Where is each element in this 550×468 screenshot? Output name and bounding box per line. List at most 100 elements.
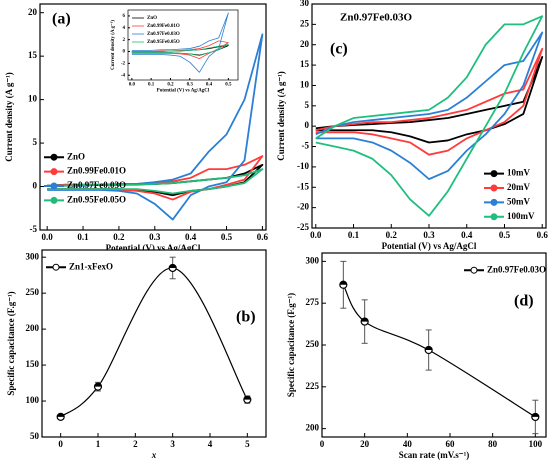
x-tick-label: 0.4 — [206, 83, 213, 88]
x-tick-label: 0.5 — [499, 230, 511, 240]
legend-label: Zn0.97Fe0.03O — [147, 32, 180, 37]
y-tick-label: 20 — [300, 39, 310, 49]
x-tick-label: 5 — [245, 439, 250, 449]
legend-label: 20mV — [507, 182, 530, 192]
x-axis-label: Potential (V) vs Ag/AgCl — [157, 89, 210, 94]
data-point-half — [57, 413, 65, 417]
y-tick-label: 10 — [300, 80, 310, 90]
y-tick-label: 0 — [33, 181, 38, 191]
legend-marker — [52, 263, 60, 271]
plot-frame — [321, 252, 547, 438]
x-tick-label: 0.4 — [185, 232, 197, 242]
y-tick-label: 2 — [123, 38, 126, 43]
chart-title: Zn0.97Fe0.03O — [340, 12, 413, 24]
legend-label: Zn0.97Fe0.03O — [487, 264, 546, 274]
x-tick-label: 0.5 — [221, 232, 233, 242]
legend-marker — [490, 184, 498, 192]
y-tick-label: 4 — [123, 26, 126, 31]
y-tick-label: 10 — [28, 94, 38, 104]
fit-curve — [60, 267, 248, 418]
x-tick-label: 60 — [446, 439, 456, 449]
x-tick-label: 0.0 — [310, 230, 322, 240]
data-point-half — [425, 346, 433, 351]
x-tick-label: 0.0 — [42, 232, 54, 242]
legend-label: Zn0.99Fe0.01O — [147, 24, 180, 29]
x-tick-label: 0.3 — [423, 230, 435, 240]
y-tick-label: 30 — [300, 0, 310, 8]
panel: 0.0 0.1 0.2 0.3 0.4 0.5 0.6 -25 -20 -15 -10 -5 0 5 10 1… — [276, 0, 548, 251]
legend-marker — [490, 213, 498, 221]
x-tick-label: 40 — [403, 439, 413, 449]
legend-marker — [50, 182, 58, 190]
y-tick-label: 200 — [306, 423, 320, 433]
x-tick-label: 2 — [133, 439, 138, 449]
x-tick-label: 0.3 — [149, 232, 161, 242]
legend-marker — [470, 266, 478, 274]
data-point-half — [531, 413, 539, 417]
x-tick-label: 3 — [170, 439, 175, 449]
cv-curve — [131, 12, 229, 73]
x-tick-label: 0.2 — [386, 230, 398, 240]
legend-label: ZnO — [147, 16, 157, 21]
y-tick-label: 0 — [305, 120, 310, 130]
y-tick-label: 15 — [300, 59, 310, 69]
plot-area — [315, 15, 544, 217]
x-tick-label: 0.0 — [129, 83, 136, 88]
legend-label: ZnO — [67, 151, 85, 161]
y-tick-label: -5 — [30, 224, 38, 234]
y-tick-label: -4 — [121, 73, 126, 78]
x-axis-label: Potential (V) vs Ag/AgCl — [382, 241, 477, 251]
y-tick-label: -15 — [297, 181, 309, 191]
legend-marker — [50, 196, 58, 204]
y-tick-label: 225 — [306, 381, 320, 391]
plot-frame — [127, 9, 239, 81]
x-tick-label: 0.6 — [257, 232, 269, 242]
panel: 0 1 2 3 4 5 50 100 150 200 250 300 x Specific capacit… — [6, 249, 267, 460]
y-tick-label: 50 — [30, 431, 40, 441]
y-axis-label: Specific capacitance (F.g⁻¹) — [286, 293, 296, 397]
y-tick-label: -5 — [302, 141, 310, 151]
data-point-half — [361, 318, 369, 322]
panel: 0.0 0.1 0.2 0.3 0.4 0.5 -4 -2 0 2 4 6 Potential (V) … — [110, 9, 239, 94]
panel-label: (d) — [514, 293, 534, 310]
y-tick-label: 15 — [28, 50, 38, 60]
x-axis-label: Scan rate (mV.s⁻¹) — [399, 450, 470, 460]
y-tick-label: -2 — [121, 62, 126, 67]
x-tick-label: 0.1 — [77, 232, 89, 242]
panel: 0 20 40 60 80 100 200 225 250 275 300 Scan rate (mV… — [286, 252, 547, 460]
y-axis-label: Specific capacitance (F.g⁻¹) — [6, 291, 16, 395]
plot-frame — [311, 3, 547, 229]
x-tick-label: 80 — [488, 439, 498, 449]
data-point-half — [339, 281, 347, 285]
y-tick-label: 100 — [26, 395, 40, 405]
cv-curve — [131, 44, 229, 57]
y-tick-label: 200 — [26, 323, 40, 333]
y-tick-label: 20 — [28, 7, 38, 17]
y-tick-label: -10 — [297, 161, 309, 171]
legend-marker — [490, 170, 498, 178]
legend-label: 100mV — [507, 211, 535, 221]
y-tick-label: -25 — [297, 222, 309, 232]
legend-label: Zn0.99Fe0.01O — [67, 166, 126, 176]
y-tick-label: 0 — [123, 50, 126, 55]
y-tick-label: 6 — [123, 14, 126, 19]
x-tick-label: 0.2 — [167, 83, 174, 88]
y-axis-label: Current density (A g⁻¹) — [4, 72, 14, 162]
y-tick-label: 25 — [300, 18, 310, 28]
cv-curve — [315, 31, 544, 181]
legend-label: Zn0.95Fe0.05O — [67, 194, 126, 204]
legend-marker — [50, 153, 58, 161]
y-axis-label: Current density (A g⁻¹) — [110, 20, 116, 70]
y-tick-label: 5 — [305, 100, 310, 110]
x-tick-label: 1 — [96, 439, 101, 449]
panel-label: (b) — [236, 309, 256, 326]
plot-area — [339, 260, 540, 435]
y-tick-label: 250 — [306, 339, 320, 349]
y-tick-label: 250 — [26, 287, 40, 297]
y-tick-label: 150 — [26, 359, 40, 369]
y-tick-label: 300 — [26, 251, 40, 261]
legend-label: Zn0.95Fe0.05O — [147, 40, 180, 45]
cv-curve — [315, 15, 544, 217]
legend-label: Zn0.97Fe0.03O — [67, 180, 126, 190]
